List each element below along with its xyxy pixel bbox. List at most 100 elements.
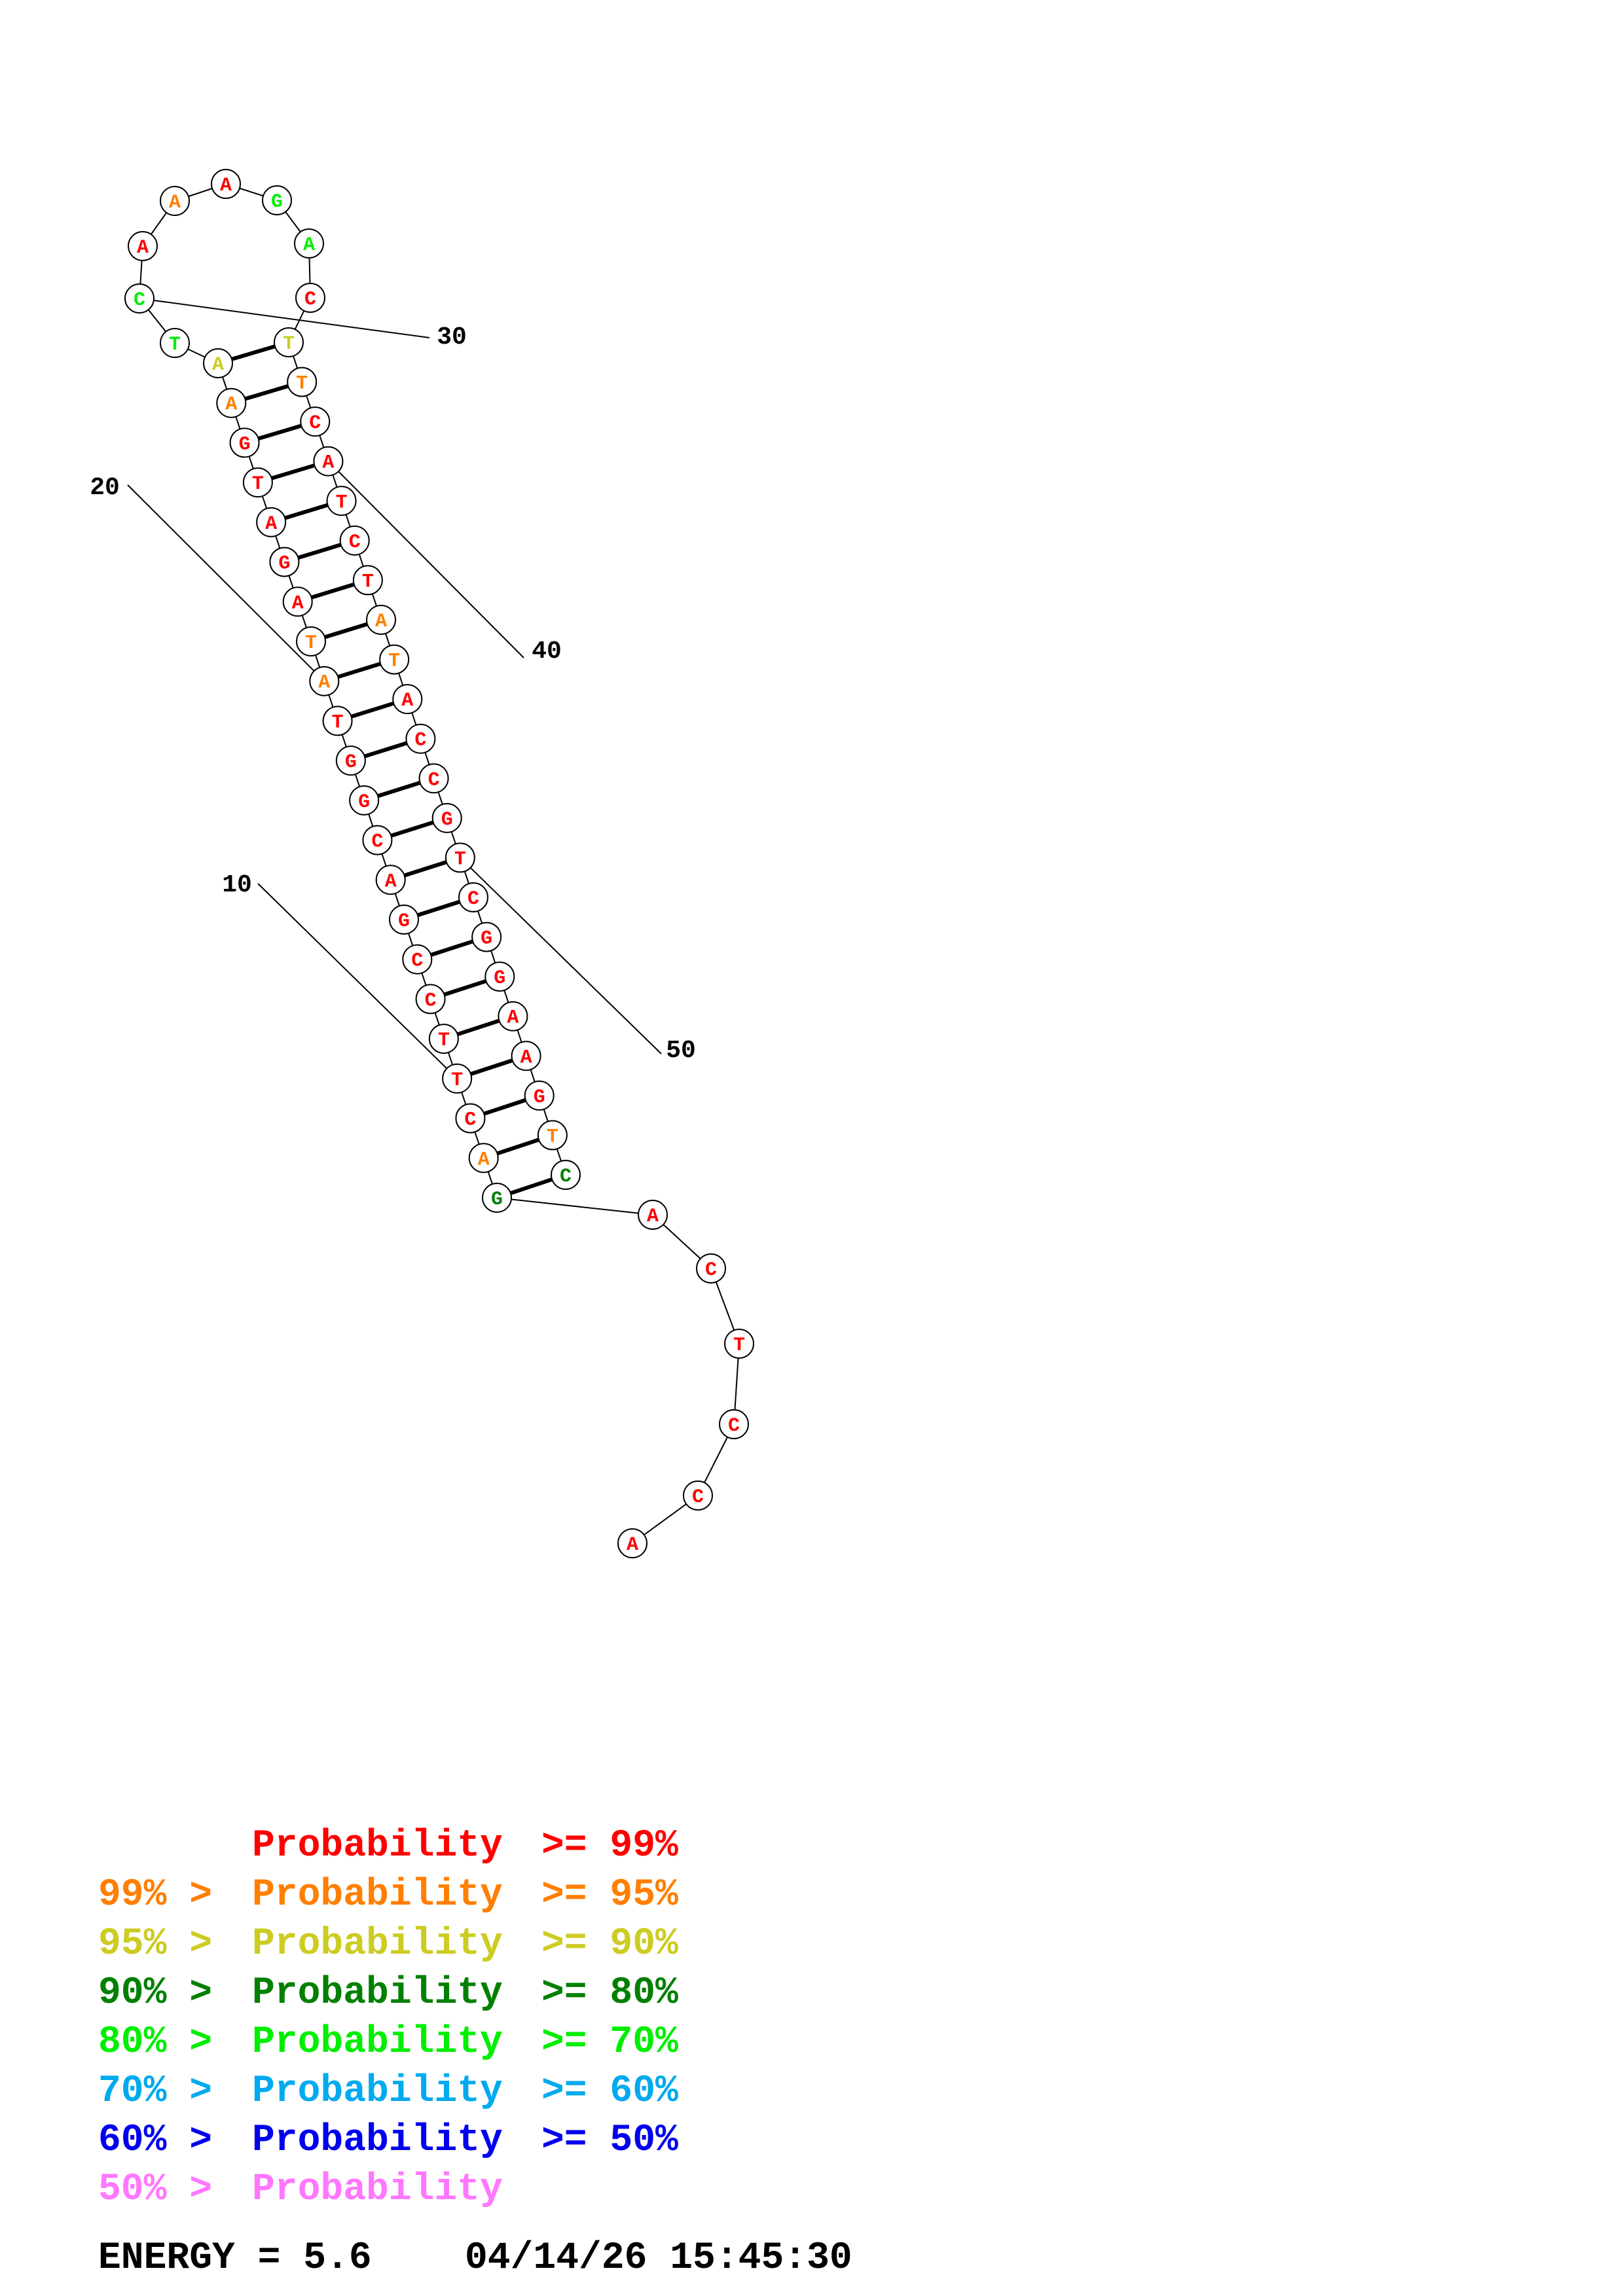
nucleotide: G <box>484 961 515 992</box>
nucleotide: T <box>242 467 273 498</box>
nucleotide-base: A <box>137 237 149 259</box>
nucleotide-circle <box>402 944 433 975</box>
base-pair-bond <box>337 662 382 679</box>
probability-legend: Probability >= 99% 99% > Probability >= 95% 9… <box>98 1825 678 2211</box>
nucleotide-base: C <box>705 1259 717 1282</box>
nucleotide-circle <box>392 684 423 715</box>
nucleotide-circle <box>160 328 190 358</box>
nucleotide: G <box>262 185 292 215</box>
nucleotide-base: A <box>647 1206 659 1228</box>
nucleotide: A <box>468 1143 499 1174</box>
nucleotide-circle <box>216 387 247 418</box>
nucleotide-circle <box>498 1001 528 1031</box>
nucleotide-base: A <box>478 1149 490 1171</box>
nucleotide: G <box>229 427 260 458</box>
legend-threshold: >= 70% <box>541 2021 678 2064</box>
nucleotide: T <box>428 1024 459 1054</box>
legend-threshold: >= 95% <box>541 1874 678 1916</box>
nucleotide: C <box>402 944 433 975</box>
nucleotide-circle <box>442 1063 473 1094</box>
nucleotide: C <box>300 406 331 437</box>
nucleotide-circle <box>366 605 396 635</box>
nucleotides: ACCTCAGACTTCCGACGGTATAGATGAATCAAAGACTTCA… <box>124 169 754 1558</box>
nucleotide-circle <box>229 427 260 458</box>
nucleotide-circle <box>262 185 292 215</box>
legend-label: Probability <box>252 1874 503 1916</box>
nucleotide-circle <box>415 984 446 1014</box>
nucleotide-base: A <box>225 394 237 416</box>
legend-threshold: >= 90% <box>541 1923 678 1965</box>
nucleotide-base: A <box>292 592 304 615</box>
nucleotide-circle <box>405 723 436 754</box>
legend-prefix: 80% > <box>98 2021 212 2064</box>
nucleotide-base: G <box>534 1086 545 1109</box>
base-pair-bond <box>403 860 447 878</box>
nucleotide-circle <box>389 905 419 935</box>
nucleotide-base: A <box>265 513 277 535</box>
base-pair-bond <box>297 543 342 560</box>
nucleotide-base: C <box>560 1166 572 1188</box>
nucleotide-base: C <box>371 831 383 853</box>
nucleotide-base: C <box>134 289 145 312</box>
nucleotide-circle <box>719 1409 749 1439</box>
nucleotide-base: G <box>441 809 453 831</box>
position-label: 10 <box>222 871 252 899</box>
base-pair-bond <box>284 503 329 520</box>
nucleotide-circle <box>282 586 313 617</box>
nucleotide-circle <box>524 1080 555 1111</box>
nucleotide: T <box>379 644 410 675</box>
nucleotide: G <box>482 1183 512 1213</box>
nucleotide-base: G <box>345 751 357 774</box>
nucleotide-base: C <box>414 730 426 752</box>
nucleotide-circle <box>428 1024 459 1054</box>
base-pair-bond <box>257 423 302 440</box>
nucleotide: T <box>160 328 190 358</box>
nucleotide-circle <box>128 231 158 261</box>
position-labels: 10 20 30 40 50 <box>90 323 696 1065</box>
nucleotide-circle <box>295 283 325 313</box>
position-label: 30 <box>437 323 467 351</box>
nucleotide: T <box>326 486 357 516</box>
nucleotide-base: G <box>398 910 410 933</box>
nucleotide: A <box>294 228 324 259</box>
nucleotide-base: C <box>309 412 321 435</box>
nucleotide-circle <box>375 865 406 895</box>
nucleotide-circle <box>256 507 287 537</box>
nucleotide-base: G <box>271 191 283 213</box>
base-pair-bond <box>443 979 487 997</box>
nucleotide: G <box>389 905 419 935</box>
nucleotide-base: A <box>401 690 413 712</box>
nucleotide: C <box>683 1480 713 1511</box>
base-pair-bond <box>350 701 395 719</box>
nucleotide: A <box>511 1041 541 1071</box>
nucleotide: C <box>458 882 488 912</box>
nucleotide: C <box>405 723 436 754</box>
base-pair-bond <box>509 1177 553 1195</box>
nucleotide-base: C <box>425 990 437 1012</box>
nucleotide: A <box>160 186 190 216</box>
nucleotide-base: A <box>322 452 334 475</box>
nucleotide: G <box>431 802 462 833</box>
nucleotide-base: A <box>627 1534 638 1556</box>
nucleotide: A <box>313 446 344 476</box>
position-label: 40 <box>532 637 562 666</box>
position-label: 20 <box>90 474 120 502</box>
nucleotide-circle <box>724 1329 754 1359</box>
nucleotide-circle <box>211 169 241 199</box>
nucleotide: G <box>471 922 502 952</box>
base-pair-bond <box>496 1138 539 1156</box>
nucleotide-base: A <box>385 870 397 893</box>
nucleotide-base: T <box>332 711 344 734</box>
nucleotide-base: A <box>212 354 224 376</box>
nucleotide-base: T <box>169 334 181 356</box>
legend-threshold: >= 80% <box>541 1972 678 2015</box>
nucleotide: G <box>524 1080 555 1111</box>
nucleotide: C <box>418 763 449 794</box>
nucleotide-circle <box>352 565 383 596</box>
nucleotide-base: C <box>411 950 423 973</box>
backbone-segment <box>496 1197 653 1215</box>
legend-prefix: 50% > <box>98 2168 212 2211</box>
nucleotide-circle <box>124 283 155 314</box>
nucleotide: T <box>296 626 326 656</box>
legend-label: Probability <box>252 2168 503 2211</box>
